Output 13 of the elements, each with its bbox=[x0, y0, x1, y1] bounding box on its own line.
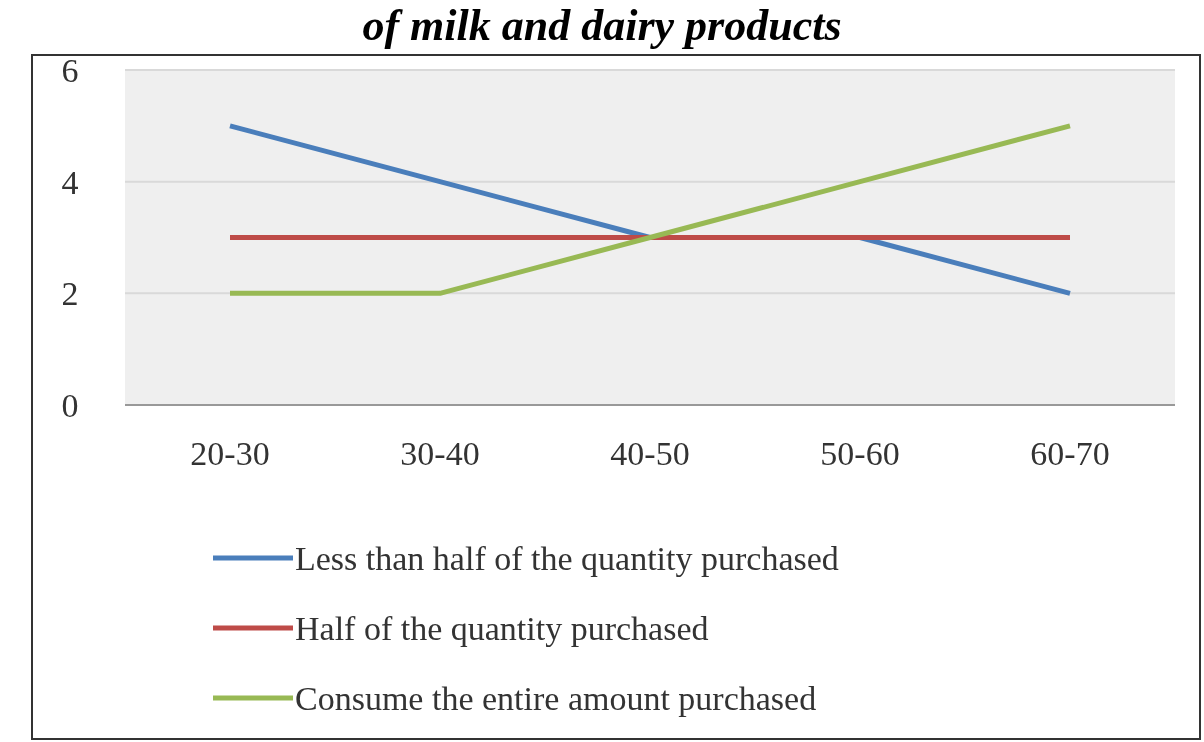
x-tick-label: 30-40 bbox=[400, 435, 480, 472]
y-tick-label: 0 bbox=[61, 386, 79, 424]
y-tick-label: 2 bbox=[61, 275, 79, 313]
y-tick-label: 6 bbox=[61, 51, 79, 89]
y-tick-label: 4 bbox=[61, 163, 79, 201]
legend-label: Half of the quantity purchased bbox=[295, 609, 709, 647]
chart-title: of milk and dairy products bbox=[362, 1, 842, 50]
x-tick-label: 20-30 bbox=[190, 435, 270, 472]
x-tick-label: 50-60 bbox=[820, 435, 900, 472]
legend-label: Consume the entire amount purchased bbox=[295, 679, 817, 717]
x-tick-label: 60-70 bbox=[1030, 435, 1110, 472]
x-tick-label: 40-50 bbox=[610, 435, 690, 472]
legend-label: Less than half of the quantity purchased bbox=[295, 539, 839, 577]
